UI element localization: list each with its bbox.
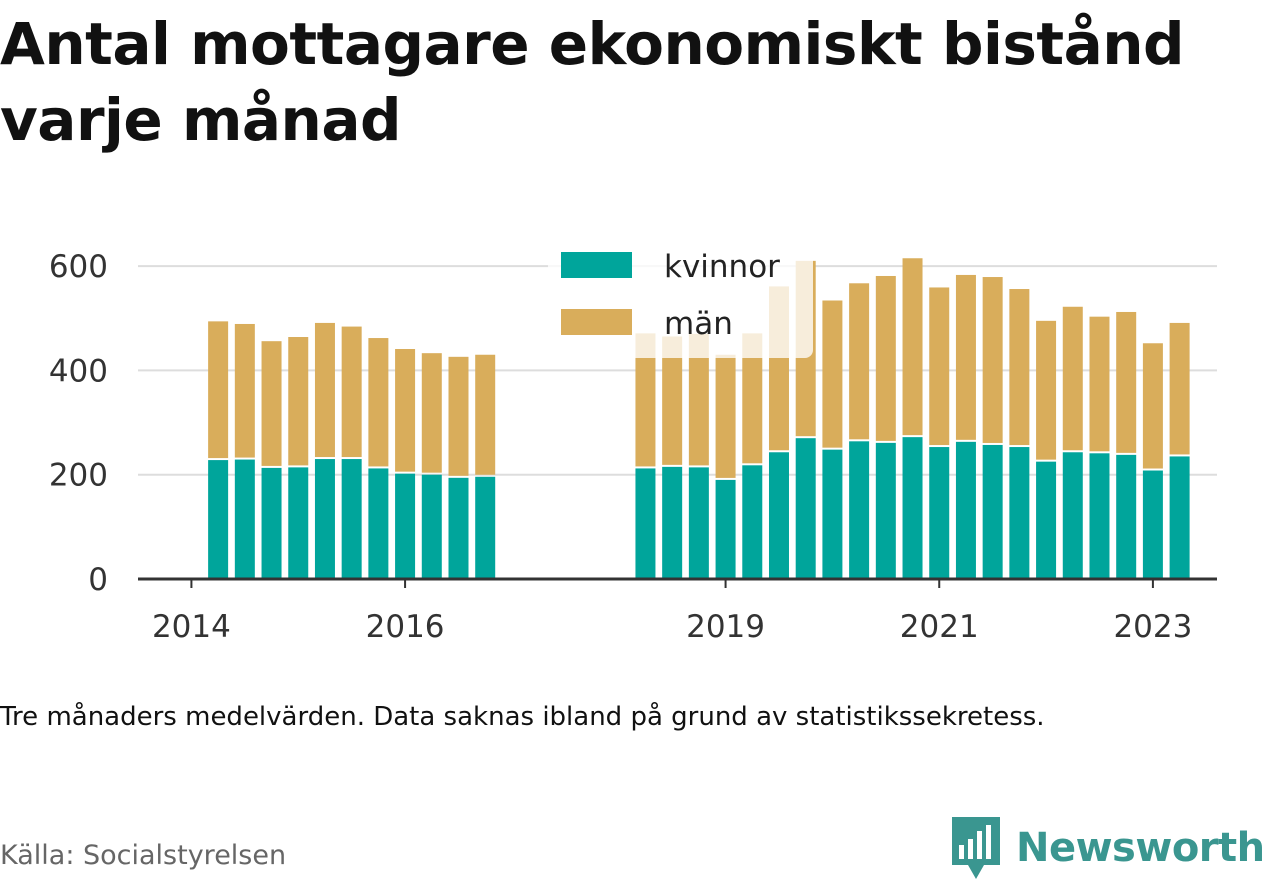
bar-man <box>475 354 496 475</box>
bar-man <box>421 353 442 473</box>
bar-kvinnor <box>1169 456 1190 579</box>
bar-kvinnor <box>234 459 255 579</box>
legend-swatch <box>561 309 632 335</box>
bar-man <box>368 338 389 467</box>
x-tick-label: 2016 <box>366 609 445 645</box>
legend: kvinnor män <box>548 240 813 358</box>
bar-man <box>1142 343 1163 469</box>
chart-title: Antal mottagare ekonomiskt bistånd varje… <box>0 10 1185 154</box>
bar-man <box>341 326 362 458</box>
bar-kvinnor <box>662 466 683 579</box>
brand-name: Newsworthy <box>1016 825 1262 871</box>
bar-man <box>715 354 736 478</box>
bar-man <box>288 337 309 466</box>
bar-kvinnor <box>1009 447 1030 579</box>
y-tick-label: 400 <box>49 353 108 389</box>
bar-kvinnor <box>1116 454 1137 579</box>
bar-kvinnor <box>875 442 896 579</box>
bar-kvinnor <box>635 468 656 579</box>
bar-kvinnor <box>688 467 709 579</box>
y-tick-label: 200 <box>49 458 108 494</box>
bar-man <box>742 333 763 464</box>
bar-kvinnor <box>341 459 362 579</box>
bar-man <box>314 322 335 458</box>
x-tick-label: 2019 <box>686 609 765 645</box>
bar-kvinnor <box>448 477 469 579</box>
bars <box>208 258 1190 579</box>
bar-kvinnor <box>421 474 442 579</box>
bar-kvinnor <box>982 444 1003 579</box>
bar-man <box>982 277 1003 443</box>
bar-man <box>662 336 683 465</box>
bar-kvinnor <box>1036 461 1057 579</box>
bar-kvinnor <box>475 476 496 579</box>
bar-kvinnor <box>742 465 763 579</box>
bar-kvinnor <box>929 447 950 579</box>
source-credit: Källa: Socialstyrelsen <box>0 840 287 871</box>
bar-man <box>955 274 976 440</box>
bar-kvinnor <box>368 468 389 579</box>
bar-man <box>1169 322 1190 455</box>
bar-man <box>1116 311 1137 453</box>
bar-kvinnor <box>849 441 870 579</box>
bar-man <box>261 341 282 466</box>
chart-note: Tre månaders medelvärden. Data saknas ib… <box>0 702 1045 732</box>
y-axis: 0 200 400 600 <box>49 249 108 598</box>
bar-man <box>688 333 709 466</box>
x-tick-label: 2014 <box>152 609 231 645</box>
y-tick-label: 0 <box>88 562 108 598</box>
bar-man <box>902 258 923 436</box>
bar-kvinnor <box>1089 453 1110 579</box>
bar-man <box>1036 320 1057 460</box>
bar-kvinnor <box>795 438 816 579</box>
bar-kvinnor <box>395 473 416 579</box>
bar-man <box>208 321 229 459</box>
bar-chart-logo-icon <box>952 817 1000 879</box>
bar-kvinnor <box>314 459 335 579</box>
stacked-bar-chart: 2014 2016 2019 2021 2023 0 200 400 600 kvinnor m… <box>48 240 1217 645</box>
bar-man <box>1089 316 1110 452</box>
bar-kvinnor <box>822 449 843 579</box>
bar-kvinnor <box>902 437 923 579</box>
x-axis: 2014 2016 2019 2021 2023 <box>138 577 1217 645</box>
bar-man <box>448 356 469 476</box>
bar-man <box>822 300 843 448</box>
bar-kvinnor <box>288 467 309 579</box>
bar-man <box>1009 289 1030 446</box>
bar-kvinnor <box>1062 452 1083 579</box>
bar-kvinnor <box>261 467 282 579</box>
bar-man <box>234 323 255 458</box>
bar-man <box>1062 306 1083 451</box>
bar-man <box>395 349 416 472</box>
x-tick-label: 2023 <box>1113 609 1192 645</box>
bar-man <box>849 283 870 440</box>
bar-kvinnor <box>1142 470 1163 579</box>
newsworthy-logo[interactable]: Newsworthy <box>950 815 1262 881</box>
x-tick-label: 2021 <box>900 609 979 645</box>
bar-kvinnor <box>768 452 789 579</box>
legend-label: män <box>664 306 733 342</box>
y-tick-label: 600 <box>49 249 108 285</box>
legend-swatch <box>561 252 632 278</box>
bar-man <box>635 333 656 467</box>
bar-kvinnor <box>208 460 229 579</box>
legend-label: kvinnor <box>664 249 780 285</box>
bar-kvinnor <box>955 441 976 579</box>
bar-man <box>875 275 896 441</box>
bar-man <box>929 287 950 446</box>
bar-kvinnor <box>715 479 736 579</box>
